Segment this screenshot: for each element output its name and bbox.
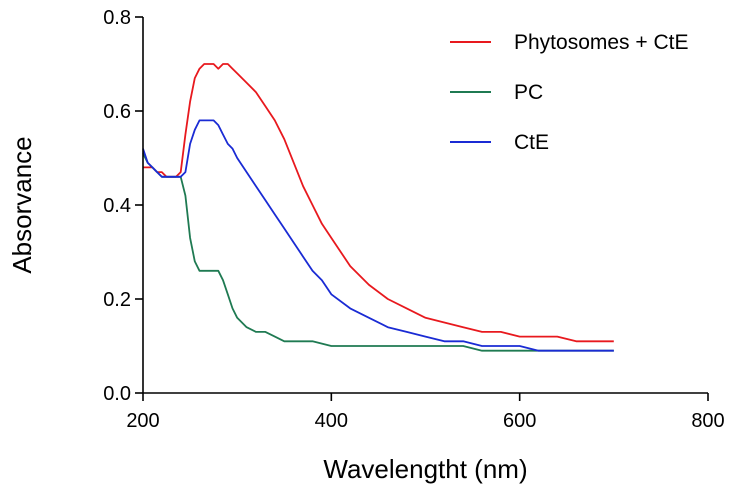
y-ticks: 0.0 0.2 0.4 0.6 0.8 (103, 7, 143, 405)
series-line-1 (143, 63, 614, 343)
x-tick-label: 800 (691, 410, 724, 432)
series-line-2 (142, 152, 614, 352)
y-tick-label: 0.8 (103, 7, 131, 29)
x-tick-label: 600 (503, 410, 536, 432)
legend-label: CtE (514, 131, 549, 154)
y-tick-label: 0.4 (103, 195, 131, 217)
y-tick-label: 0.6 (103, 101, 131, 123)
legend-label: Phytosomes + CtE (514, 31, 689, 54)
x-tick-label: 200 (126, 410, 159, 432)
y-axis-title: Absorvance (7, 136, 37, 273)
legend-label: PC (514, 81, 543, 104)
x-tick-label: 400 (315, 410, 348, 432)
plot-lines (142, 63, 614, 352)
x-ticks: 200 400 600 800 (126, 393, 725, 432)
y-tick-label: 0.2 (103, 289, 131, 311)
y-tick-label: 0.0 (103, 383, 131, 405)
x-axis-title: Wavelengtht (nm) (323, 454, 527, 484)
legend: Phytosomes + CtE PC CtE (450, 31, 689, 154)
series-line-3 (142, 119, 614, 352)
